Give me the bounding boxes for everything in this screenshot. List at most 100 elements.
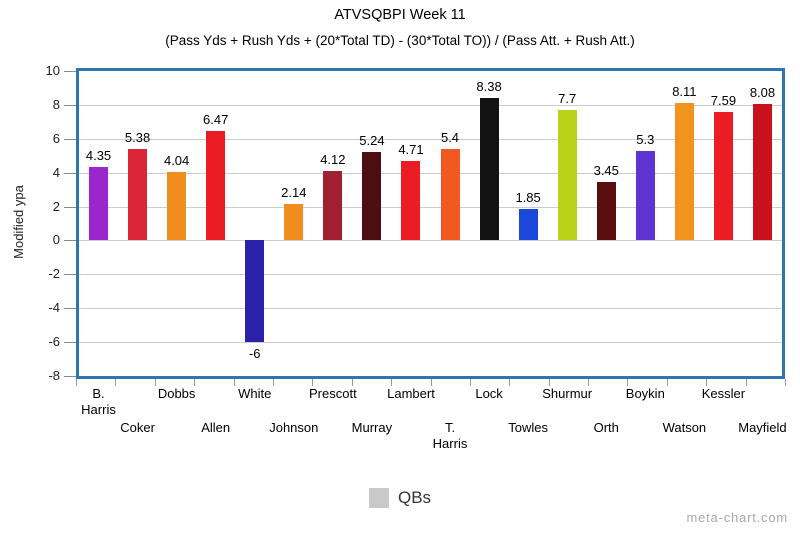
bar-value-label: 2.14 [281,185,307,201]
x-tick-mark [155,379,156,386]
x-tick-mark [746,379,747,386]
y-tick-mark [64,376,76,377]
bar-lambert [401,160,421,241]
x-category-label: Orth [593,420,619,435]
bar-value-label: 4.04 [163,152,190,168]
gridline [79,274,782,275]
gridline [79,105,782,106]
y-tick-mark [64,105,76,106]
bar-value-label: 8.11 [672,84,697,100]
gridline [79,240,782,241]
x-category-label: Shurmur [542,386,593,401]
plot-area [76,68,785,379]
x-category-label: Murray [351,420,393,435]
x-tick-mark [352,379,353,386]
x-tick-mark [194,379,195,386]
x-tick-mark [76,379,77,386]
chart-subtitle: (Pass Yds + Rush Yds + (20*Total TD) - (… [165,33,635,48]
y-tick-label: -4 [48,300,60,316]
x-category-label: T. Harris [432,420,468,451]
x-tick-mark [667,379,668,386]
bar-johnson [284,204,304,241]
x-category-label: Lock [475,386,503,401]
bar-value-label: 5.38 [124,130,151,146]
bar-value-label: 3.45 [593,162,619,178]
bar-value-label: 8.38 [476,79,502,95]
y-tick-label: 2 [52,198,60,214]
y-tick-label: -6 [48,334,60,350]
bar-dobbs [167,171,187,241]
y-tick-label: 10 [45,63,60,78]
bar-shurmur [557,109,577,241]
y-tick-label: 0 [52,232,60,248]
y-tick-mark [64,274,76,275]
x-tick-mark [509,379,510,386]
bar-allen [206,130,226,241]
bar-value-label: 8.08 [749,84,776,100]
y-tick-mark [64,173,76,174]
bar-kessler [713,111,733,241]
bar-value-label: 4.12 [320,151,346,167]
gridline [79,342,782,343]
x-tick-mark [627,379,628,386]
y-tick-mark [64,139,76,140]
y-tick-label: -8 [48,368,60,383]
x-tick-mark [785,379,786,386]
x-tick-mark [431,379,432,386]
chart-title: ATVSQBPI Week 11 [334,7,466,23]
x-tick-mark [273,379,274,386]
x-tick-mark [588,379,589,386]
bar-value-label: 5.24 [359,132,385,148]
x-category-label: White [238,386,272,401]
bar-murray [362,151,382,241]
x-category-label: Mayfield [738,420,787,435]
x-category-label: Coker [120,420,155,435]
x-category-label: Watson [662,420,707,435]
bar-b-harris [89,166,109,241]
bar-mayfield [752,103,772,241]
bar-value-label: 7.59 [710,92,737,108]
x-category-label: Towles [508,420,548,435]
y-tick-mark [64,71,76,72]
legend: QBs [0,488,800,508]
x-category-label: Boykin [625,386,665,401]
y-tick-label: 4 [52,164,60,180]
x-category-label: Johnson [269,420,319,435]
legend-swatch [368,488,389,508]
bar-orth [596,181,616,241]
x-category-label: Allen [201,420,231,435]
bar-value-label: 5.3 [636,131,655,147]
x-category-label: Prescott [309,386,357,401]
x-tick-mark [115,379,116,386]
x-category-label: Lambert [387,386,435,401]
bar-value-label: 7.7 [558,90,577,106]
bar-coker [128,149,148,241]
x-tick-mark [470,379,471,386]
bar-towles [518,209,538,241]
bar-boykin [635,150,655,241]
y-tick-mark [64,207,76,208]
bar-value-label: 4.35 [85,147,112,163]
y-tick-mark [64,342,76,343]
bar-value-label: 1.85 [515,190,541,206]
x-tick-mark [234,379,235,386]
watermark: meta-chart.com [686,510,788,525]
gridline [79,207,782,208]
x-category-label: Dobbs [157,386,196,401]
bar-prescott [323,170,343,241]
bar-value-label: 4.71 [398,141,424,157]
gridline [79,308,782,309]
bar-watson [674,103,694,241]
y-tick-label: 6 [52,130,60,146]
y-tick-mark [64,308,76,309]
bar-value-label: 5.4 [440,129,460,145]
gridline [79,173,782,174]
bar-value-label: 6.47 [203,111,229,127]
y-tick-label: -2 [48,266,60,282]
x-tick-mark [549,379,550,386]
x-category-label: B. Harris [81,386,116,417]
x-tick-mark [706,379,707,386]
bar-white [245,240,265,343]
bar-value-label: -6 [248,346,261,362]
